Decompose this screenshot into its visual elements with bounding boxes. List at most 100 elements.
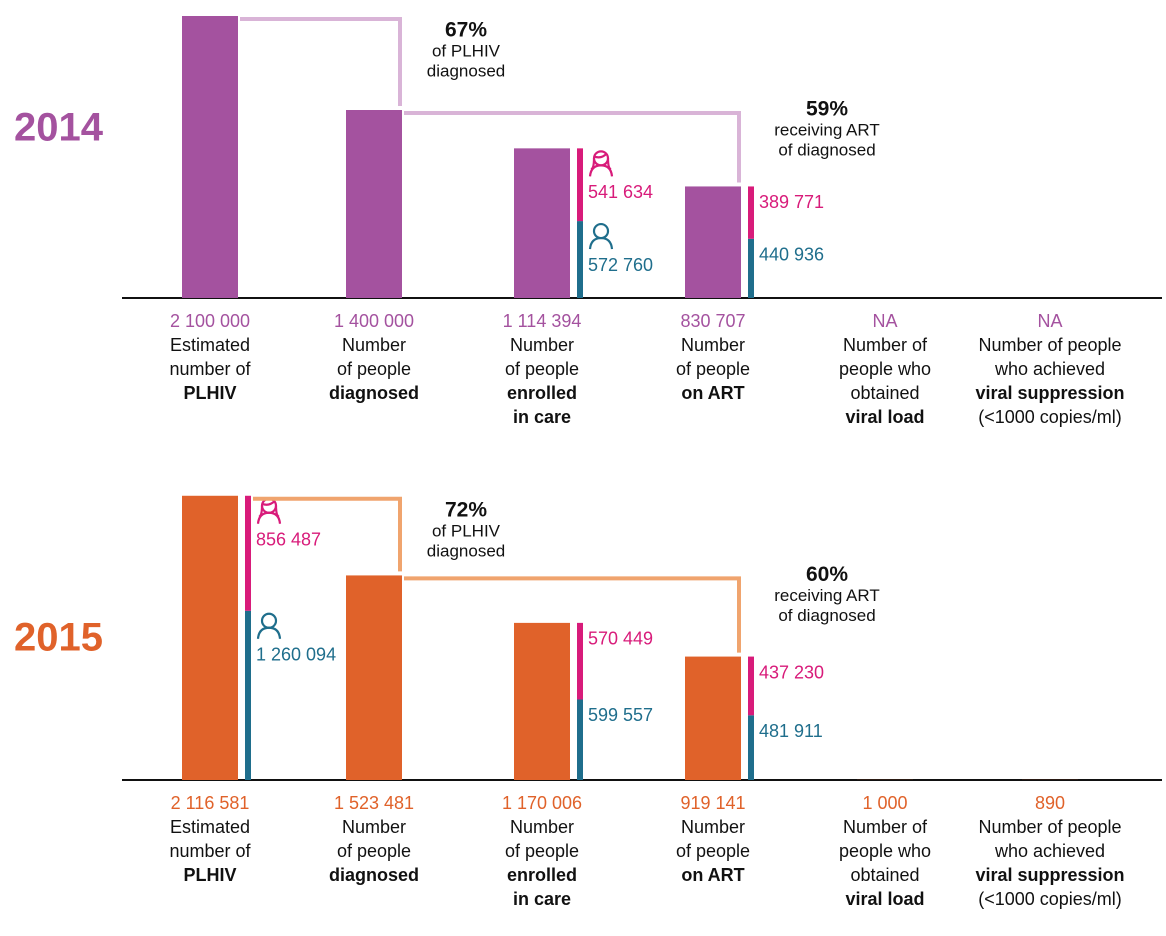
icon-head <box>592 222 610 240</box>
split-bar <box>748 715 754 780</box>
split-bar <box>748 656 754 716</box>
icon-body <box>256 511 282 524</box>
split-bar <box>245 610 251 780</box>
category-label: in care <box>513 889 571 909</box>
category-label: who achieved <box>994 359 1105 379</box>
annotation-text: diagnosed <box>427 541 505 560</box>
male-icon <box>256 612 282 639</box>
category-label: Number of <box>843 335 928 355</box>
bar <box>346 110 402 298</box>
female-icon <box>588 150 614 177</box>
split-bar <box>577 148 583 222</box>
split-label: 541 634 <box>588 182 653 202</box>
annotation-text: receiving ART <box>774 120 880 139</box>
category-label: Number of <box>843 817 928 837</box>
category-label: viral load <box>845 407 924 427</box>
category-label: who achieved <box>994 841 1105 861</box>
category-label: Estimated <box>170 817 250 837</box>
value-label: 1 000 <box>862 793 907 813</box>
category-label: viral suppression <box>975 865 1124 885</box>
category-label: Number <box>681 817 745 837</box>
value-label: 2 116 581 <box>171 793 250 813</box>
split-label: 856 487 <box>256 530 321 550</box>
split-label: 481 911 <box>759 721 823 741</box>
split-label: 1 260 094 <box>256 645 336 665</box>
split-label: 389 771 <box>759 192 824 212</box>
category-label: on ART <box>681 383 744 403</box>
category-label: obtained <box>850 865 919 885</box>
percent-label: 59% <box>806 98 848 121</box>
category-label: of people <box>337 841 411 861</box>
category-label: Number <box>342 817 406 837</box>
split-bar <box>245 495 251 611</box>
category-label: diagnosed <box>329 383 419 403</box>
value-label: 890 <box>1035 793 1065 813</box>
category-label: (<1000 copies/ml) <box>978 407 1122 427</box>
category-label: Number of people <box>978 335 1121 355</box>
bar <box>514 148 570 298</box>
value-label: 830 707 <box>680 311 745 331</box>
category-label: enrolled <box>507 383 577 403</box>
annotation-text: of diagnosed <box>778 140 875 159</box>
bar <box>514 622 570 780</box>
category-label: people who <box>839 841 931 861</box>
bar <box>182 16 238 298</box>
split-label: 570 449 <box>588 629 653 649</box>
icon-hair <box>590 152 612 171</box>
category-label: (<1000 copies/ml) <box>978 889 1122 909</box>
percent-label: 67% <box>445 19 487 42</box>
bracket <box>404 576 741 653</box>
annotation-text: of PLHIV <box>432 41 501 60</box>
percent-label: 72% <box>445 498 487 521</box>
split-label: 572 760 <box>588 255 653 275</box>
category-label: number of <box>169 359 251 379</box>
category-label: PLHIV <box>183 383 236 403</box>
annotation-text: of diagnosed <box>778 606 875 625</box>
bracket <box>240 17 402 106</box>
split-label: 437 230 <box>759 662 824 682</box>
category-label: Number <box>510 817 574 837</box>
annotation-text: of PLHIV <box>432 521 501 540</box>
category-label: Number <box>510 335 574 355</box>
category-label: of people <box>337 359 411 379</box>
icon-body <box>256 626 282 639</box>
value-label: 1 170 006 <box>502 793 582 813</box>
icon-body <box>588 164 614 177</box>
category-label: Number of people <box>978 817 1121 837</box>
category-label: of people <box>676 841 750 861</box>
year-label: 2014 <box>14 106 104 150</box>
annotation-text: receiving ART <box>774 586 880 605</box>
category-label: viral suppression <box>975 383 1124 403</box>
icon-body <box>588 236 614 250</box>
icon-hair <box>258 499 280 518</box>
category-label: obtained <box>850 383 919 403</box>
value-label: 2 100 000 <box>170 311 250 331</box>
category-label: Estimated <box>170 335 250 355</box>
split-bar <box>577 622 583 700</box>
bar <box>346 575 402 780</box>
value-label: 1 400 000 <box>334 311 414 331</box>
split-label: 599 557 <box>588 705 653 725</box>
category-label: Number <box>342 335 406 355</box>
split-bar <box>577 221 583 298</box>
category-label: people who <box>839 359 931 379</box>
bracket <box>404 111 741 183</box>
female-icon <box>256 497 282 524</box>
percent-label: 60% <box>806 563 848 586</box>
category-label: in care <box>513 407 571 427</box>
male-icon <box>588 222 614 250</box>
value-label: 1 523 481 <box>334 793 414 813</box>
category-label: diagnosed <box>329 865 419 885</box>
category-label: number of <box>169 841 251 861</box>
category-label: Number <box>681 335 745 355</box>
value-label: 919 141 <box>680 793 745 813</box>
bar <box>685 186 741 298</box>
category-label: of people <box>505 841 579 861</box>
split-bar <box>577 699 583 780</box>
bar <box>182 495 238 780</box>
icon-head <box>260 612 278 629</box>
category-label: viral load <box>845 889 924 909</box>
category-label: enrolled <box>507 865 577 885</box>
split-bar <box>748 238 754 298</box>
